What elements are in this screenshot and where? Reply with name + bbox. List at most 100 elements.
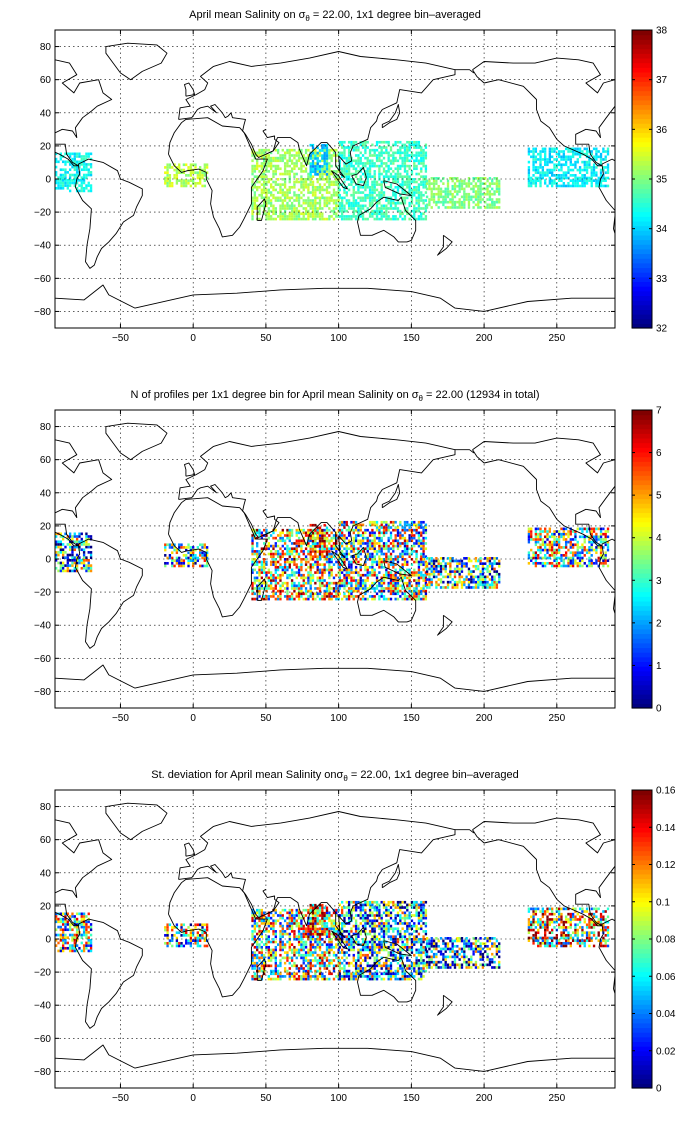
data-cell: [89, 551, 93, 554]
data-cell: [61, 537, 65, 541]
data-cell: [432, 575, 436, 579]
data-cell: [328, 217, 331, 221]
data-cell: [420, 552, 423, 556]
data-cell: [335, 542, 338, 545]
data-cell: [373, 539, 376, 543]
colorbar-step: [632, 642, 652, 649]
data-cell: [387, 175, 390, 179]
data-cell: [309, 555, 312, 559]
data-cell: [61, 556, 65, 559]
data-cell: [260, 571, 263, 574]
data-cell: [323, 151, 326, 155]
data-cell: [373, 172, 376, 176]
data-cell: [297, 204, 301, 208]
colorbar-step: [632, 183, 652, 189]
data-cell: [347, 140, 351, 144]
data-cell: [590, 179, 593, 182]
data-cell: [491, 179, 494, 183]
data-cell: [325, 539, 329, 543]
data-cell: [392, 156, 395, 160]
x-tick-label: −50: [112, 713, 129, 724]
data-cell: [484, 200, 487, 204]
data-cell: [425, 557, 429, 560]
data-cell: [451, 586, 454, 589]
data-cell: [59, 184, 62, 187]
data-cell: [309, 212, 312, 216]
data-cell: [164, 176, 167, 180]
data-cell: [493, 586, 496, 589]
data-cell: [401, 536, 404, 540]
data-cell: [456, 567, 459, 571]
data-cell: [279, 159, 282, 163]
data-cell: [350, 143, 353, 147]
data-cell: [562, 532, 565, 536]
data-cell: [599, 535, 603, 539]
data-cell: [272, 188, 275, 192]
data-cell: [73, 160, 76, 164]
data-cell: [567, 150, 570, 153]
data-cell: [451, 179, 454, 183]
data-cell: [420, 162, 423, 165]
data-cell: [375, 552, 379, 556]
data-cell: [470, 187, 473, 191]
data-cell: [368, 595, 372, 598]
data-cell: [311, 170, 315, 174]
data-cell: [392, 162, 395, 165]
data-cell: [338, 542, 341, 545]
data-cell: [430, 572, 433, 576]
data-cell: [413, 167, 416, 171]
data-cell: [417, 534, 421, 537]
data-cell: [463, 557, 466, 560]
data-cell: [279, 576, 282, 580]
data-cell: [276, 595, 280, 598]
colorbar-step: [632, 582, 652, 588]
data-cell: [399, 154, 402, 157]
data-cell: [297, 581, 301, 585]
data-cell: [253, 534, 257, 537]
data-cell: [583, 546, 586, 549]
data-cell: [350, 560, 353, 564]
coastline-3: [74, 538, 143, 649]
data-cell: [382, 552, 386, 556]
data-cell: [173, 174, 176, 177]
data-cell: [314, 154, 317, 158]
data-cell: [430, 564, 433, 568]
data-cell: [64, 176, 67, 179]
data-cell: [338, 209, 341, 213]
data-cell: [297, 587, 301, 590]
data-cell: [453, 195, 457, 199]
data-cell: [316, 558, 319, 561]
data-cell: [578, 561, 582, 565]
data-cell: [394, 579, 397, 582]
data-cell: [453, 580, 457, 584]
data-cell: [366, 207, 369, 210]
data-cell: [484, 182, 487, 185]
data-cell: [366, 178, 369, 181]
data-cell: [387, 143, 390, 147]
data-cell: [486, 580, 489, 584]
data-cell: [253, 597, 257, 601]
data-cell: [354, 584, 358, 588]
data-cell: [311, 154, 315, 157]
data-cell: [592, 535, 596, 539]
data-cell: [274, 196, 277, 200]
data-cell: [347, 159, 351, 163]
data-cell: [477, 559, 480, 563]
data-cell: [80, 186, 83, 190]
data-cell: [498, 578, 501, 581]
data-cell: [530, 155, 533, 159]
data-cell: [318, 534, 322, 537]
colorbar-step: [632, 197, 652, 203]
data-cell: [350, 172, 353, 176]
data-cell: [347, 151, 351, 155]
data-cell: [340, 555, 344, 559]
data-cell: [265, 201, 268, 205]
data-cell: [422, 563, 425, 566]
data-cell: [399, 544, 402, 548]
data-cell: [330, 193, 333, 197]
data-cell: [415, 531, 418, 535]
data-cell: [164, 564, 167, 568]
data-cell: [481, 562, 485, 565]
data-cell: [300, 587, 303, 590]
data-cell: [406, 597, 409, 601]
